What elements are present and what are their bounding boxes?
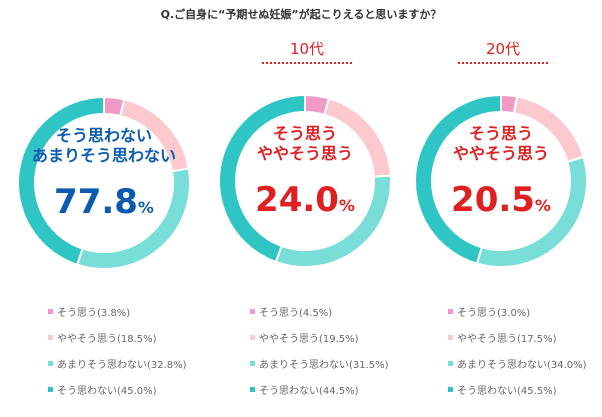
legend-label: そう思う(4.5%) — [259, 307, 333, 319]
legend-label: あまりそう思わない(31.5%) — [259, 359, 389, 371]
legend-swatch — [48, 308, 53, 314]
legend-swatch — [250, 386, 255, 392]
center-value-0: 77.8% — [54, 182, 154, 222]
center-line-1-1: ややそう思う — [257, 144, 353, 163]
legend-item-sou-omowanai-2: そう思わない(45.5%) — [448, 383, 557, 397]
legend-item-amari-sou-omowanai-1: あまりそう思わない(31.5%) — [250, 357, 389, 371]
legend-swatch — [250, 360, 255, 366]
legend-swatch — [448, 308, 453, 314]
legend-item-yaya-sou-omou-1: ややそう思う(19.5%) — [250, 331, 359, 345]
legend-item-sou-omou-0: そう思う(3.8%) — [48, 305, 131, 319]
slice-sou-omowanai-1 — [218, 93, 306, 264]
legend-item-amari-sou-omowanai-2: あまりそう思わない(34.0%) — [448, 357, 587, 371]
legend-label: そう思わない(44.5%) — [259, 385, 359, 397]
slice-sou-omowanai-2 — [414, 93, 502, 265]
center-line-1-0: あまりそう思わない — [32, 146, 176, 165]
legend-label: あまりそう思わない(32.8%) — [57, 359, 187, 371]
legend-label: そう思わない(45.0%) — [57, 385, 157, 397]
legend-label: ややそう思う(18.5%) — [57, 333, 157, 345]
legend-label: そう思わない(45.5%) — [457, 385, 557, 397]
legend-item-sou-omou-1: そう思う(4.5%) — [250, 305, 333, 319]
legend-label: ややそう思う(17.5%) — [457, 333, 557, 345]
legend-item-sou-omowanai-1: そう思わない(44.5%) — [250, 383, 359, 397]
slice-sou-omowanai-0 — [17, 95, 105, 266]
center-value-2: 20.5% — [451, 180, 551, 220]
legend-label: そう思う(3.8%) — [57, 307, 131, 319]
header-20s: 20代 — [485, 40, 521, 58]
header-10s: 10代 — [289, 40, 325, 58]
legend-item-yaya-sou-omou-2: ややそう思う(17.5%) — [448, 331, 557, 345]
legend-swatch — [448, 360, 453, 366]
legend-swatch — [48, 386, 53, 392]
center-line-0-0: そう思わない — [56, 126, 152, 145]
legend-swatch — [448, 386, 453, 392]
center-line-0-1: そう思う — [273, 124, 337, 143]
legend-swatch — [48, 334, 53, 340]
legend-swatch — [448, 334, 453, 340]
header-20s-underline — [458, 62, 548, 64]
center-line-1-2: ややそう思う — [453, 144, 549, 163]
center-value-1: 24.0% — [255, 180, 355, 220]
legend-label: ややそう思う(19.5%) — [259, 333, 359, 345]
legend-item-sou-omowanai-0: そう思わない(45.0%) — [48, 383, 157, 397]
legend-swatch — [48, 360, 53, 366]
legend-item-sou-omou-2: そう思う(3.0%) — [448, 305, 531, 319]
legend-label: そう思う(3.0%) — [457, 307, 531, 319]
legend-swatch — [250, 334, 255, 340]
legend-item-amari-sou-omowanai-0: あまりそう思わない(32.8%) — [48, 357, 187, 371]
center-line-0-2: そう思う — [469, 124, 533, 143]
header-10s-underline — [262, 62, 352, 64]
legend-swatch — [250, 308, 255, 314]
legend-label: あまりそう思わない(34.0%) — [457, 359, 587, 371]
legend-item-yaya-sou-omou-0: ややそう思う(18.5%) — [48, 331, 157, 345]
chart-title: Q.ご自身に“予期せぬ妊娠”が起こりえると思いますか？ — [160, 8, 442, 21]
